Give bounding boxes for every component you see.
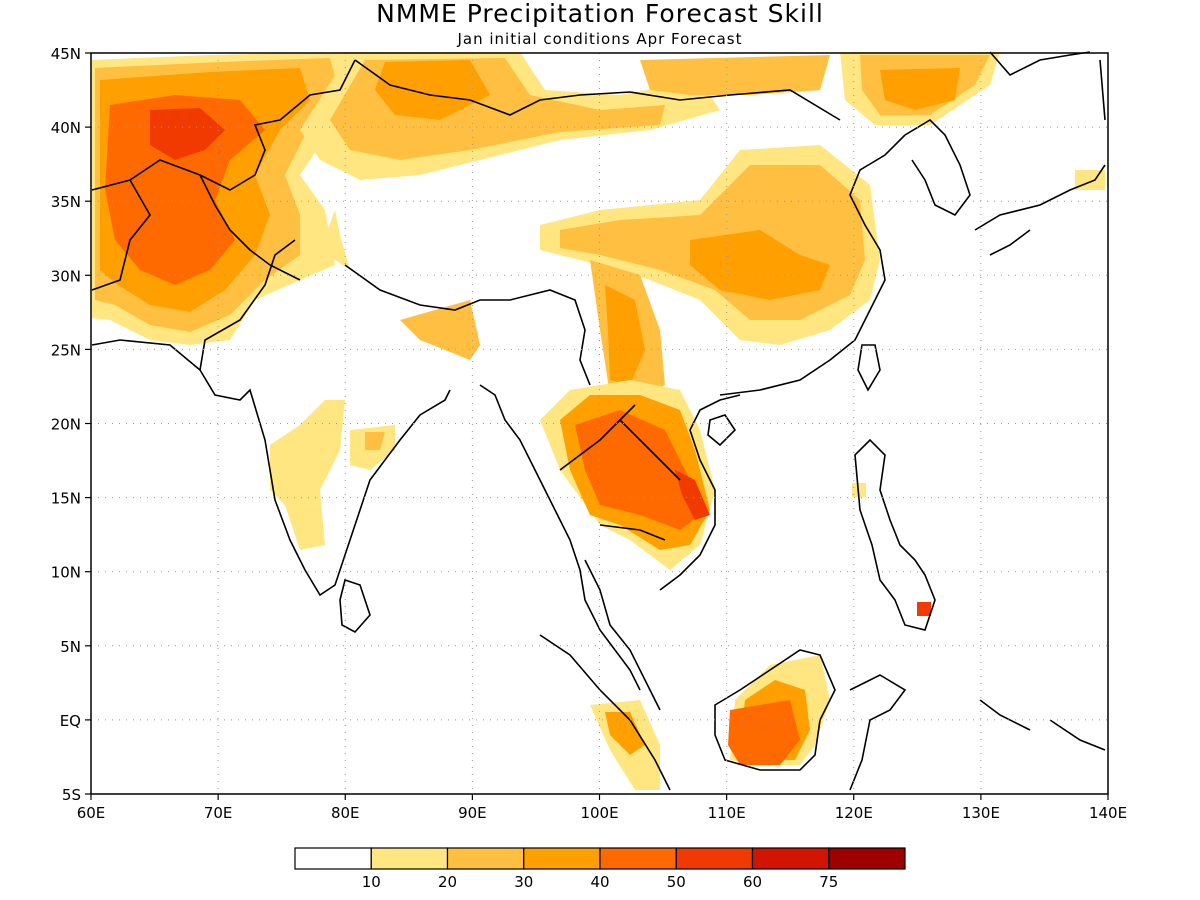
lon-tick-label: 70E xyxy=(204,804,233,822)
india-pakistan-border xyxy=(199,239,296,371)
colorbar-tick-label: 20 xyxy=(438,873,457,891)
china-south-coastline xyxy=(719,134,906,396)
colorbar-swatch xyxy=(294,847,372,870)
lat-tick-label: 20N xyxy=(51,416,81,434)
lat-tick-label: 35N xyxy=(51,193,81,211)
sumatra-coastline xyxy=(539,634,671,791)
philippines-coastline xyxy=(854,438,936,631)
lat-tick-label: 5N xyxy=(60,638,81,656)
map-area: 60E 70E 80E 90E 100E 110E 120E 130E 140E 45N 40N 3… xyxy=(51,45,1127,822)
latitude-axis: 45N 40N 35N 30N 25N 20N 15N 10N 5N EQ 5S xyxy=(51,45,91,804)
skill-region-bengal xyxy=(400,300,480,360)
skill-region-deccan-west xyxy=(270,400,345,550)
lat-tick-label: 15N xyxy=(51,490,81,508)
skill-shading xyxy=(92,52,1105,790)
colorbar-swatch xyxy=(599,847,677,870)
skill-region-central-asia-high xyxy=(105,95,265,285)
lat-tick-label: 25N xyxy=(51,341,81,359)
skill-region-borneo-core xyxy=(728,700,800,765)
skill-region-manchuria-core xyxy=(880,68,960,110)
lon-tick-label: 80E xyxy=(331,804,360,822)
colorbar-swatch xyxy=(751,847,830,870)
thailand-borders xyxy=(559,404,681,541)
colorbar-swatch xyxy=(446,847,525,870)
papua-coastline xyxy=(979,699,1106,751)
malay-peninsula-coastline xyxy=(584,559,661,711)
skill-region-deccan-east-core xyxy=(365,432,385,450)
skill-region-east-china-core xyxy=(690,230,830,300)
korea-coastline xyxy=(904,118,971,217)
himalaya-border xyxy=(344,264,591,386)
lat-tick-label: 10N xyxy=(51,564,81,582)
lat-tick-label: 5S xyxy=(62,786,81,804)
colorbar-swatch xyxy=(523,847,601,870)
sri-lanka-coastline xyxy=(339,578,371,634)
skill-region-bengal-east xyxy=(320,210,350,270)
skill-region-indochina-high xyxy=(675,470,710,520)
hainan-coastline xyxy=(707,414,737,447)
colorbar-tick-label: 50 xyxy=(667,873,686,891)
skill-region-sumatra-core xyxy=(605,712,645,755)
colorbar-tick-label: 30 xyxy=(514,873,533,891)
japan-coastline xyxy=(974,164,1106,256)
lon-tick-label: 120E xyxy=(835,804,873,822)
map-subtitle: Jan initial conditions Apr Forecast xyxy=(456,30,742,48)
colorbar-swatch xyxy=(370,847,449,870)
lat-tick-label: 40N xyxy=(51,119,81,137)
graticule xyxy=(91,53,1108,794)
skill-region-luzon xyxy=(852,483,866,497)
central-asia-borders xyxy=(91,59,356,291)
lon-tick-label: 90E xyxy=(458,804,487,822)
longitude-axis: 60E 70E 80E 90E 100E 110E 120E 130E 140E xyxy=(77,794,1127,822)
coastlines xyxy=(91,51,1106,791)
skill-region-mongolia-east xyxy=(640,55,830,95)
lon-tick-label: 110E xyxy=(708,804,746,822)
sulawesi-coastline xyxy=(849,674,907,791)
lon-tick-label: 60E xyxy=(77,804,106,822)
lat-tick-label: 45N xyxy=(51,45,81,63)
colorbar-tick-label: 60 xyxy=(743,873,762,891)
taiwan-coastline xyxy=(857,344,881,392)
mongolia-border xyxy=(354,59,841,121)
skill-region-mindanao xyxy=(917,602,931,616)
map-title: NMME Precipitation Forecast Skill xyxy=(376,0,824,28)
lon-tick-label: 140E xyxy=(1089,804,1127,822)
colorbar-swatch xyxy=(828,847,906,870)
russia-coastline xyxy=(989,51,1106,121)
lon-tick-label: 130E xyxy=(962,804,1000,822)
skill-region-indochina-core xyxy=(575,410,700,530)
skill-region-yunnan-core xyxy=(605,285,645,385)
lon-tick-label: 100E xyxy=(580,804,618,822)
skill-region-mongolia-core xyxy=(375,60,490,120)
bay-of-bengal-east-coastline xyxy=(479,384,641,691)
lat-tick-label: 30N xyxy=(51,267,81,285)
lat-tick-label: EQ xyxy=(60,712,81,730)
colorbar-swatch xyxy=(675,847,754,870)
indochina-coastline xyxy=(659,394,741,591)
skill-region-central-asia-peak xyxy=(150,108,225,160)
colorbar-tick-label: 75 xyxy=(819,873,838,891)
colorbar-tick-label: 40 xyxy=(590,873,609,891)
colorbar-tick-label: 10 xyxy=(362,873,381,891)
colorbar: 10 20 30 40 50 60 75 xyxy=(294,847,906,891)
